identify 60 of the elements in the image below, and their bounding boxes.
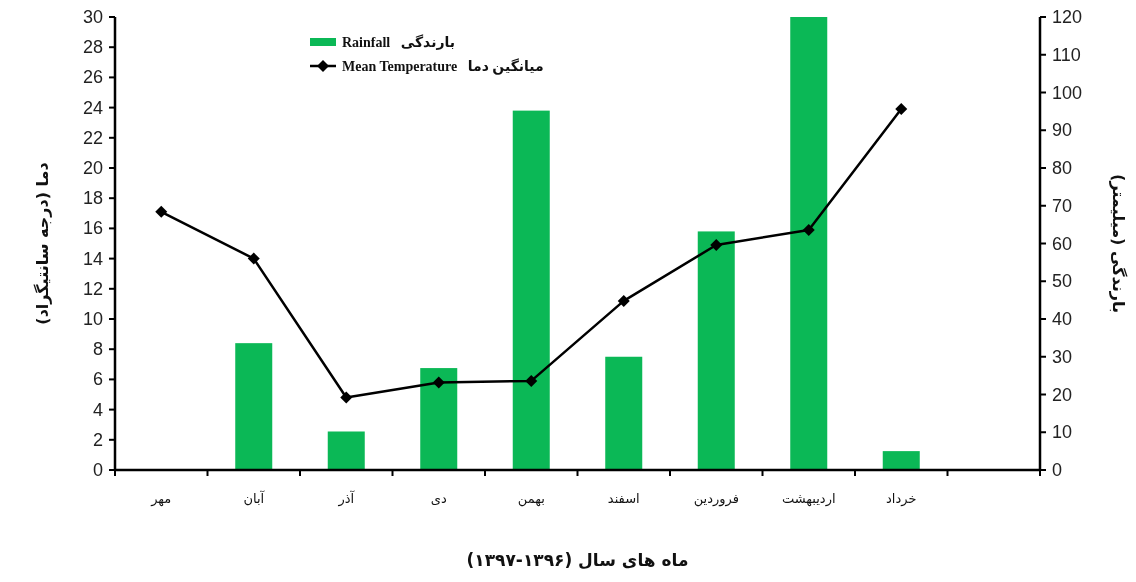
y2-axis-title: بارندگی (میلیمتر) (1108, 174, 1128, 313)
bar (327, 431, 365, 470)
y2-tick-label: 70 (1052, 195, 1073, 216)
y2-tick-label: 50 (1052, 271, 1073, 292)
x-tick-label: فروردین (693, 490, 739, 507)
y-tick-label: 8 (92, 339, 103, 360)
point (895, 103, 908, 116)
y-tick-label: 12 (82, 278, 103, 299)
point (525, 374, 538, 387)
y2-tick-label: 80 (1052, 158, 1073, 178)
y-tick-label: 30 (82, 7, 103, 27)
point (432, 376, 445, 389)
y2-tick-label: 40 (1052, 309, 1073, 329)
point (617, 294, 630, 307)
y2-tick-label: 90 (1052, 120, 1073, 141)
y-tick-label: 24 (82, 97, 103, 118)
y-tick-label: 18 (82, 188, 103, 209)
bar (882, 451, 920, 470)
bar (697, 231, 735, 470)
y-tick-label: 6 (92, 369, 103, 390)
bar (420, 368, 458, 470)
bar (235, 343, 273, 470)
y2-tick-label: 0 (1052, 460, 1063, 480)
y-axis-title: دما (درجه سانتیگراد) (32, 162, 52, 325)
y-tick-label: 28 (82, 37, 103, 58)
y2-tick-label: 60 (1052, 233, 1073, 254)
y-tick-label: 22 (82, 127, 103, 148)
point (802, 223, 815, 236)
x-tick-label: بهمن (517, 490, 545, 507)
y2-tick-label: 120 (1052, 7, 1083, 27)
legend-label: Rainfall بارندگی (342, 33, 455, 50)
x-tick-label: دی (430, 490, 447, 506)
bar (605, 356, 643, 470)
point (710, 239, 723, 252)
y-tick-label: 26 (82, 67, 103, 88)
y-tick-label: 4 (92, 399, 103, 420)
y-tick-label: 20 (82, 158, 103, 178)
y2-tick-label: 30 (1052, 346, 1073, 367)
y2-tick-label: 110 (1052, 44, 1081, 65)
y-tick-label: 0 (92, 460, 103, 480)
y-tick-label: 14 (82, 248, 103, 269)
point (155, 205, 168, 218)
x-axis-title: ماه های سال (۱۳۹۶-۱۳۹۷) (466, 550, 689, 570)
legend-label: Mean Temperature میانگین دما (342, 57, 544, 75)
bar (512, 110, 550, 470)
x-tick-label: خرداد (886, 490, 917, 507)
y2-tick-label: 100 (1052, 82, 1083, 103)
x-tick-label: مهر (150, 490, 172, 507)
bar (790, 17, 828, 470)
y-tick-label: 2 (92, 429, 103, 450)
x-tick-label: آذر (337, 489, 356, 507)
y2-tick-label: 20 (1052, 384, 1073, 405)
x-tick-label: اردیبهشت (781, 490, 836, 507)
y2-tick-label: 10 (1052, 422, 1073, 443)
x-tick-label: آبان (243, 489, 266, 506)
point (247, 252, 260, 265)
y-tick-label: 10 (82, 309, 103, 329)
x-tick-label: اسفند (607, 490, 640, 506)
y-tick-label: 16 (82, 218, 103, 239)
point (340, 391, 353, 404)
